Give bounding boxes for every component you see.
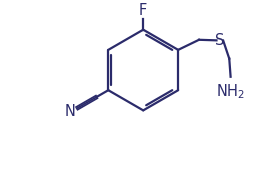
Text: F: F (139, 3, 147, 18)
Text: NH$_2$: NH$_2$ (216, 82, 245, 101)
Text: S: S (215, 33, 224, 48)
Text: N: N (65, 104, 76, 119)
